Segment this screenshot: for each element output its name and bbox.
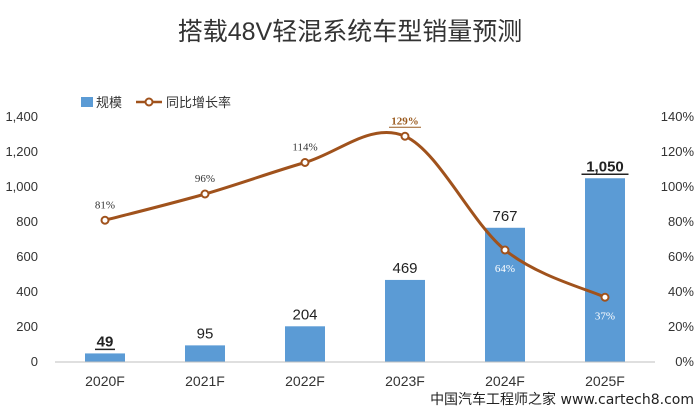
legend-bar-swatch [81,97,93,107]
growth-point [500,245,510,255]
left-tick-label: 1,200 [5,144,38,159]
legend-bar-label: 规模 [96,95,122,110]
growth-value-label: 81% [95,199,115,211]
left-tick-label: 1,000 [5,179,38,194]
growth-point [300,158,310,167]
legend-line-label: 同比增长率 [166,95,231,110]
left-tick-label: 600 [16,249,38,264]
bar-value-label: 204 [292,306,317,323]
bar [385,279,425,362]
left-tick-label: 200 [16,319,38,334]
right-tick-label: 140% [661,109,695,124]
left-axis: 0 200 400 600 800 1,000 1,200 1,400 [5,109,38,369]
x-tick-label: 2024F [485,373,525,389]
growth-value-label: 96% [195,173,215,185]
growth-point [600,292,610,302]
legend-line-marker [144,97,154,107]
left-tick-label: 800 [16,214,38,229]
growth-point [400,131,410,141]
bar [85,353,125,362]
bar-value-label: 469 [392,260,417,277]
right-axis: 0% 20% 40% 60% 80% 100% 120% 140% [661,109,695,369]
left-tick-label: 0 [31,354,38,369]
legend: 规模 同比增长率 [81,95,231,110]
x-tick-label: 2022F [285,373,325,389]
bar [285,326,325,362]
right-tick-label: 20% [668,319,694,334]
x-axis: 2020F 2021F 2022F 2023F 2024F 2025F [85,373,625,389]
x-tick-label: 2025F [585,373,625,389]
bar-value-label: 1,050 [586,158,624,175]
growth-value-label: 129% [391,115,419,127]
left-tick-label: 1,400 [5,109,38,124]
right-tick-label: 100% [661,179,695,194]
growth-value-label: 64% [495,263,515,275]
growth-value-label: 114% [292,142,317,154]
right-tick-label: 0% [675,354,694,369]
bar [185,345,225,362]
left-tick-label: 400 [16,284,38,299]
bar-value-label: 767 [492,208,517,225]
x-tick-label: 2021F [185,373,225,389]
growth-line: 81% 96% 114% 129% 64% 37% [95,115,615,322]
x-tick-label: 2023F [385,373,425,389]
x-tick-label: 2020F [85,373,125,389]
right-tick-label: 40% [668,284,694,299]
right-tick-label: 80% [668,214,694,229]
bars: 49 95 204 469 767 1,050 [85,158,629,362]
bar [585,178,625,362]
growth-line-path [104,130,606,299]
watermark: 中国汽车工程师之家 www.cartech8.com [430,391,694,408]
right-tick-label: 120% [661,144,695,159]
right-tick-label: 60% [668,249,694,264]
growth-point [200,189,210,199]
bar-value-label: 95 [197,325,214,342]
growth-value-label: 37% [595,310,615,322]
growth-point [100,215,110,225]
bar-value-label: 49 [97,333,114,350]
chart-title: 搭载48V轻混系统车型销量预测 [178,18,522,46]
